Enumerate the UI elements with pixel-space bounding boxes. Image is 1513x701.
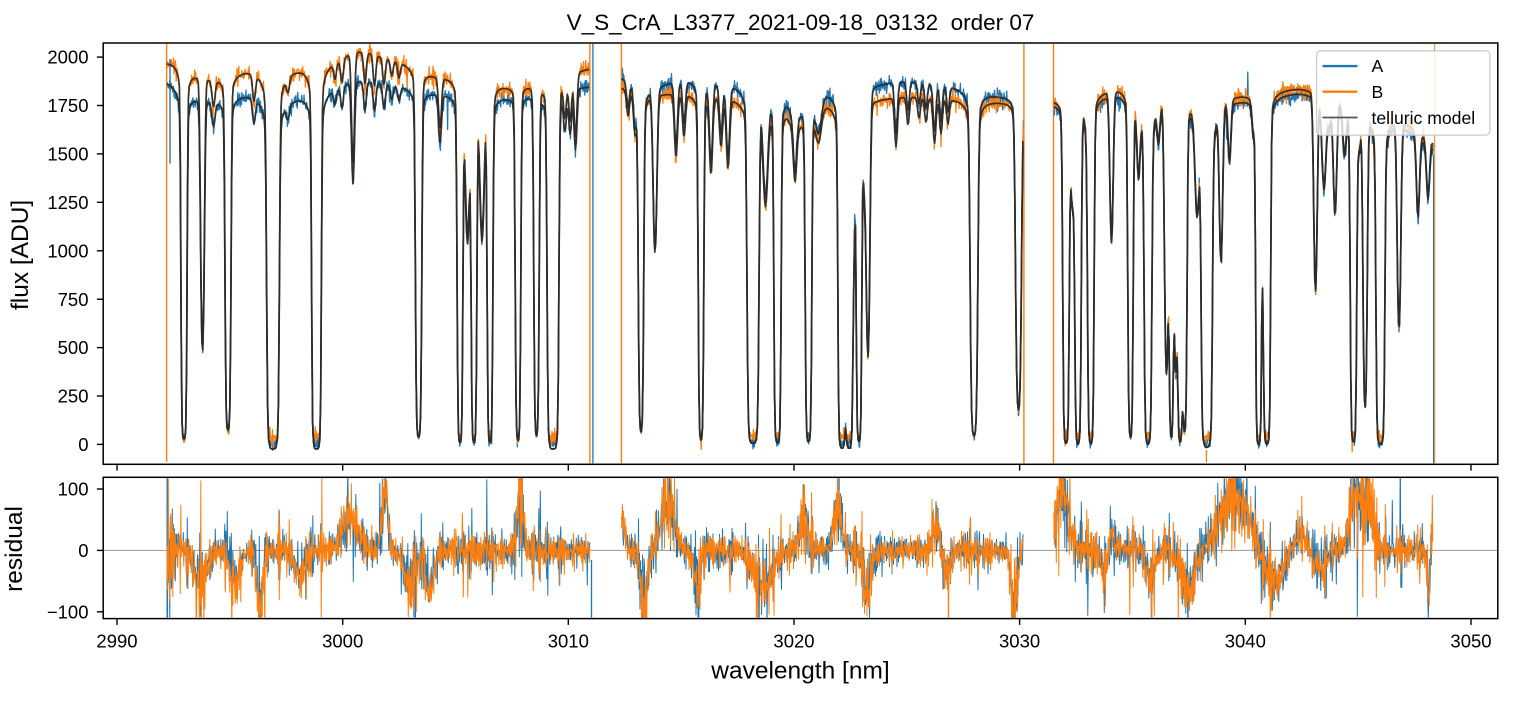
svg-text:750: 750 (58, 289, 89, 310)
svg-text:0: 0 (78, 434, 88, 455)
svg-text:V_S_CrA_L3377_2021-09-18_03132: V_S_CrA_L3377_2021-09-18_03132 order 07 (567, 10, 1035, 35)
svg-text:3050: 3050 (1450, 631, 1491, 652)
svg-text:flux [ADU]: flux [ADU] (7, 200, 34, 310)
svg-text:250: 250 (58, 386, 89, 407)
svg-text:1000: 1000 (47, 240, 88, 261)
svg-text:3040: 3040 (1225, 631, 1266, 652)
svg-text:B: B (1372, 82, 1384, 102)
svg-text:1500: 1500 (47, 144, 88, 165)
svg-text:wavelength [nm]: wavelength [nm] (710, 657, 889, 684)
svg-text:100: 100 (58, 479, 89, 500)
svg-text:2990: 2990 (96, 631, 137, 652)
svg-text:3000: 3000 (322, 631, 363, 652)
svg-text:A: A (1372, 56, 1384, 76)
svg-text:residual: residual (1, 506, 28, 592)
svg-text:0: 0 (78, 540, 88, 561)
svg-text:3010: 3010 (548, 631, 589, 652)
svg-text:1250: 1250 (47, 192, 88, 213)
svg-text:500: 500 (58, 337, 89, 358)
svg-text:3030: 3030 (999, 631, 1040, 652)
svg-text:3020: 3020 (773, 631, 814, 652)
svg-text:2000: 2000 (47, 47, 88, 68)
svg-text:1750: 1750 (47, 95, 88, 116)
svg-text:−100: −100 (47, 601, 89, 622)
svg-text:telluric model: telluric model (1372, 108, 1476, 128)
